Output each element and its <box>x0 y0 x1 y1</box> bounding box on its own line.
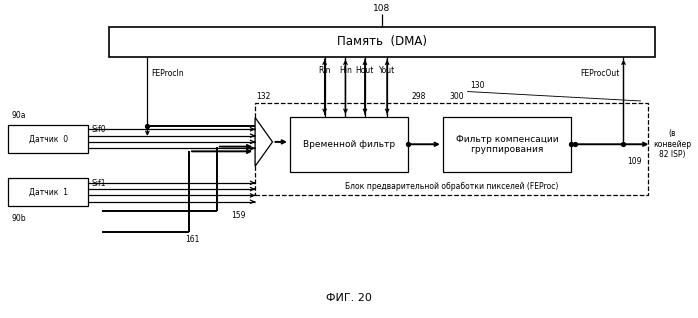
Text: Датчик  0: Датчик 0 <box>29 134 68 143</box>
Text: 161: 161 <box>186 235 200 244</box>
Text: Фильтр компенсации
группирования: Фильтр компенсации группирования <box>456 135 558 154</box>
FancyBboxPatch shape <box>8 178 88 206</box>
Text: FEProcIn: FEProcIn <box>151 70 184 79</box>
Text: Yout: Yout <box>379 66 395 75</box>
Text: 90a: 90a <box>12 111 27 120</box>
Text: 130: 130 <box>470 81 485 90</box>
Text: Hout: Hout <box>356 66 374 75</box>
Text: Датчик  1: Датчик 1 <box>29 188 68 197</box>
Text: Блок предварительной обработки пикселей (FEProc): Блок предварительной обработки пикселей … <box>345 182 558 191</box>
Text: 159: 159 <box>231 211 245 220</box>
Text: 132: 132 <box>256 92 271 101</box>
FancyBboxPatch shape <box>443 117 572 172</box>
Text: (в
конвейер
82 ISP): (в конвейер 82 ISP) <box>653 129 691 159</box>
Text: Временной фильтр: Временной фильтр <box>303 140 395 149</box>
FancyBboxPatch shape <box>109 27 655 57</box>
Text: Rin: Rin <box>318 66 331 75</box>
FancyBboxPatch shape <box>8 125 88 153</box>
Text: Память  (DMA): Память (DMA) <box>337 35 427 48</box>
FancyBboxPatch shape <box>290 117 408 172</box>
Text: Sif1: Sif1 <box>91 178 106 188</box>
Text: 108: 108 <box>373 4 391 13</box>
Text: 90b: 90b <box>12 214 27 223</box>
Text: 298: 298 <box>412 92 426 101</box>
Text: 109: 109 <box>627 157 641 166</box>
Text: Hin: Hin <box>339 66 352 75</box>
Text: ФИГ. 20: ФИГ. 20 <box>326 293 372 303</box>
Text: Sif0: Sif0 <box>91 125 106 134</box>
Polygon shape <box>255 118 272 166</box>
Text: FEProcOut: FEProcOut <box>581 70 620 79</box>
Text: 300: 300 <box>450 92 464 101</box>
